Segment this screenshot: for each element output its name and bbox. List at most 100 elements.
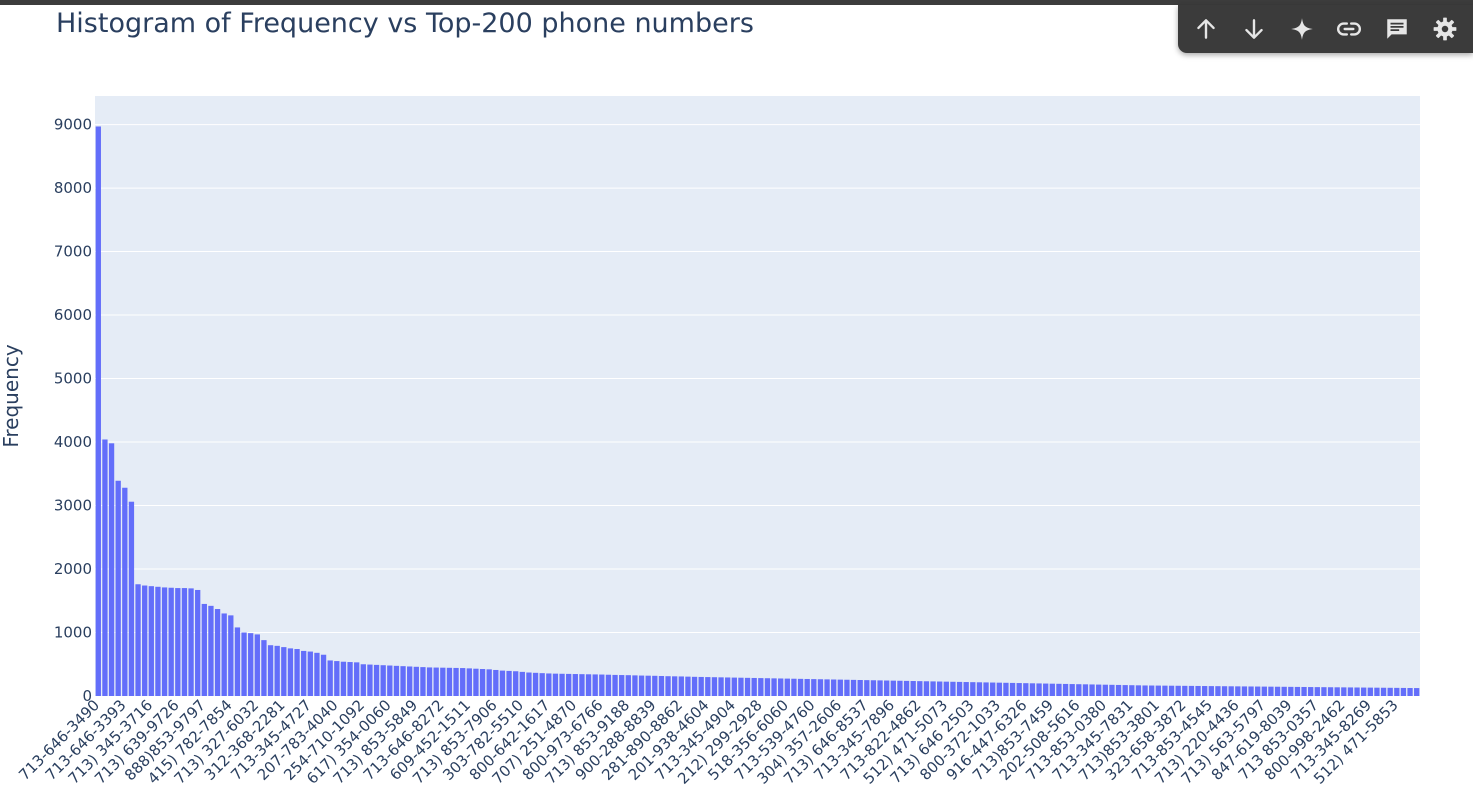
bar[interactable] bbox=[1109, 684, 1115, 696]
bar[interactable] bbox=[281, 647, 287, 696]
scroll-up-button[interactable] bbox=[1186, 9, 1226, 49]
bar[interactable] bbox=[1215, 686, 1221, 696]
bar[interactable] bbox=[725, 677, 731, 696]
bar[interactable] bbox=[307, 651, 313, 696]
bar[interactable] bbox=[1387, 687, 1393, 696]
bar[interactable] bbox=[1255, 686, 1261, 696]
bar[interactable] bbox=[460, 668, 466, 696]
bar[interactable] bbox=[274, 645, 280, 696]
bar[interactable] bbox=[638, 675, 645, 696]
bar[interactable] bbox=[380, 665, 386, 696]
bar[interactable] bbox=[970, 682, 976, 696]
bar[interactable] bbox=[552, 673, 559, 696]
bar[interactable] bbox=[1029, 683, 1036, 696]
bar[interactable] bbox=[937, 681, 943, 696]
bar[interactable] bbox=[234, 627, 241, 696]
bar[interactable] bbox=[486, 669, 492, 696]
bar[interactable] bbox=[1294, 686, 1301, 696]
bar[interactable] bbox=[241, 632, 247, 696]
bar[interactable] bbox=[1149, 685, 1155, 696]
bar[interactable] bbox=[433, 667, 439, 696]
bar[interactable] bbox=[691, 676, 698, 696]
bar[interactable] bbox=[287, 648, 294, 696]
settings-button[interactable] bbox=[1425, 9, 1465, 49]
bar[interactable] bbox=[572, 674, 578, 696]
bar[interactable] bbox=[499, 670, 506, 696]
bar[interactable] bbox=[625, 675, 631, 696]
bar[interactable] bbox=[930, 681, 936, 696]
bar[interactable] bbox=[301, 650, 307, 696]
bar[interactable] bbox=[1228, 686, 1234, 696]
bar[interactable] bbox=[824, 679, 830, 696]
bar[interactable] bbox=[334, 661, 340, 696]
bar[interactable] bbox=[102, 439, 108, 696]
bar[interactable] bbox=[784, 678, 790, 696]
bar[interactable] bbox=[440, 667, 446, 696]
bar[interactable] bbox=[619, 675, 625, 696]
bar[interactable] bbox=[718, 677, 724, 696]
bar[interactable] bbox=[1268, 686, 1274, 696]
bar[interactable] bbox=[831, 679, 837, 696]
bar[interactable] bbox=[632, 675, 638, 696]
bar[interactable] bbox=[817, 679, 824, 696]
bar[interactable] bbox=[599, 674, 605, 696]
bar[interactable] bbox=[248, 633, 254, 696]
bar[interactable] bbox=[645, 675, 651, 696]
bar[interactable] bbox=[1400, 687, 1407, 696]
bar[interactable] bbox=[400, 666, 406, 696]
bar[interactable] bbox=[996, 682, 1002, 696]
bar[interactable] bbox=[466, 668, 472, 696]
bar[interactable] bbox=[95, 126, 101, 696]
bar[interactable] bbox=[791, 678, 797, 696]
bar[interactable] bbox=[115, 480, 121, 696]
bar[interactable] bbox=[367, 664, 373, 696]
bar[interactable] bbox=[917, 681, 923, 696]
bar[interactable] bbox=[1281, 686, 1287, 696]
bar[interactable] bbox=[963, 682, 969, 696]
bar[interactable] bbox=[1036, 683, 1042, 696]
bar[interactable] bbox=[751, 677, 757, 696]
bar[interactable] bbox=[1341, 687, 1347, 696]
bar[interactable] bbox=[1414, 688, 1420, 696]
bar[interactable] bbox=[320, 654, 327, 696]
bar[interactable] bbox=[738, 677, 744, 696]
bar[interactable] bbox=[764, 678, 771, 696]
bar[interactable] bbox=[1367, 687, 1373, 696]
bar[interactable] bbox=[943, 681, 949, 696]
bar[interactable] bbox=[208, 605, 214, 696]
bar[interactable] bbox=[579, 674, 585, 696]
bar[interactable] bbox=[1221, 686, 1228, 696]
bar[interactable] bbox=[903, 680, 910, 696]
bar[interactable] bbox=[1195, 685, 1201, 696]
bar[interactable] bbox=[1354, 687, 1360, 696]
bar[interactable] bbox=[797, 678, 804, 696]
bar[interactable] bbox=[1096, 684, 1102, 696]
ai-assist-button[interactable] bbox=[1282, 9, 1322, 49]
bar[interactable] bbox=[108, 443, 115, 696]
bar[interactable] bbox=[188, 588, 194, 696]
bar[interactable] bbox=[1023, 683, 1029, 696]
bar[interactable] bbox=[778, 678, 784, 696]
bar[interactable] bbox=[1327, 687, 1334, 696]
bar[interactable] bbox=[592, 674, 598, 696]
bar[interactable] bbox=[453, 667, 459, 696]
bar[interactable] bbox=[1049, 683, 1055, 696]
bar[interactable] bbox=[526, 672, 532, 696]
bar[interactable] bbox=[811, 679, 817, 696]
bar[interactable] bbox=[1188, 685, 1195, 696]
bar[interactable] bbox=[261, 640, 267, 696]
bar[interactable] bbox=[705, 677, 711, 696]
bar[interactable] bbox=[420, 667, 426, 696]
bar[interactable] bbox=[1076, 684, 1082, 696]
bar[interactable] bbox=[605, 674, 612, 696]
bar[interactable] bbox=[373, 664, 380, 696]
bar[interactable] bbox=[1129, 685, 1135, 696]
bar[interactable] bbox=[1089, 684, 1095, 696]
bar[interactable] bbox=[864, 680, 870, 696]
bar[interactable] bbox=[532, 672, 539, 696]
bar[interactable] bbox=[426, 667, 433, 696]
bar[interactable] bbox=[506, 670, 512, 696]
bar[interactable] bbox=[387, 665, 393, 696]
bar[interactable] bbox=[771, 678, 777, 696]
bar[interactable] bbox=[884, 680, 890, 696]
